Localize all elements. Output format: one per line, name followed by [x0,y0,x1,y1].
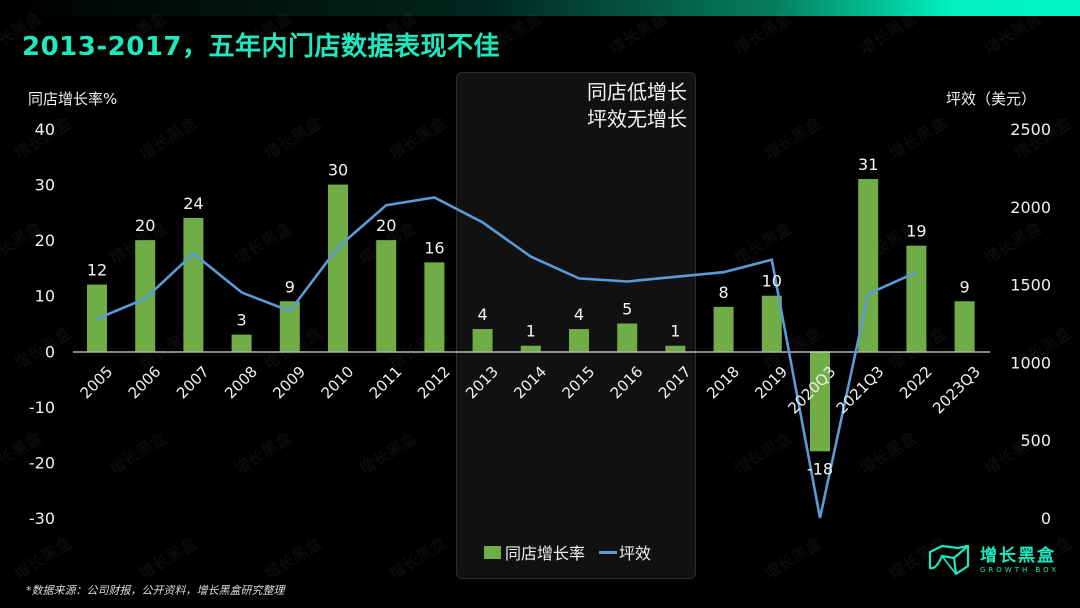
data-label: 4 [574,305,584,324]
bar-series [87,179,975,452]
data-label: 24 [183,194,203,213]
x-tick-label: 2019 [751,363,791,403]
left-axis-title: 同店增长率% [28,90,118,108]
right-axis-title: 坪效（美元） [946,90,1037,108]
legend-line-label: 坪效 [619,544,652,563]
annotation-line-2: 坪效无增长 [587,107,687,131]
bar-2023Q3 [954,301,975,352]
left-tick-label: -30 [29,509,55,528]
x-tick-label: 2022 [896,363,936,403]
data-label: 5 [622,300,632,319]
data-label: 12 [87,261,107,280]
data-label: 16 [424,238,444,257]
bar-2018 [713,306,734,352]
x-tick-label: 2009 [269,363,309,403]
bar-2007 [183,217,204,352]
data-label: 9 [285,277,295,296]
annotation-line-1: 同店低增长 [587,80,687,104]
bar-2008 [231,334,252,352]
bar-2011 [376,240,397,352]
top-gradient-bar [0,0,1080,16]
data-label: 20 [376,216,396,235]
right-tick-label: 0 [1041,509,1051,528]
left-tick-label: 10 [35,287,55,306]
data-source-note: *数据来源：公司财报，公开资料，增长黑盒研究整理 [26,584,285,597]
data-label: 20 [135,216,155,235]
cube-logo-icon [928,544,970,576]
bar-2016 [617,323,638,352]
x-tick-label: 2012 [414,363,454,403]
data-label: 19 [906,222,926,241]
right-axis-ticks: 2500 2000 1500 1000 500 0 [1010,120,1051,528]
highlight-panel-2013-2017: 同店低增长 坪效无增长 [456,72,696,579]
x-tick-label: 2023Q3 [929,363,984,418]
data-label: 3 [237,311,247,330]
bar-2015 [569,329,589,352]
legend: 同店增长率 坪效 [484,540,651,564]
data-label: -18 [807,459,833,478]
x-tick-label: 2014 [510,363,550,403]
x-tick-label: 2013 [462,363,502,403]
bar-2010 [328,184,348,352]
brand-logo: 增长黑盒 GROWTH BOX [928,544,1059,578]
logo-text-en: GROWTH BOX [980,566,1060,574]
x-tick-label: 2007 [173,363,213,403]
x-tick-label: 2010 [318,363,358,403]
right-tick-label: 1500 [1010,276,1051,295]
page-title: 2013-2017，五年内门店数据表现不佳 [22,32,501,62]
bar-2020Q3 [810,351,830,452]
x-axis-ticks: 2005 2006 2007 2008 2009 2010 2011 2012 2013 2014… [77,363,984,418]
bar-2012 [424,262,445,352]
logo-text-cn: 增长黑盒 [980,546,1056,566]
bar-2017 [665,345,686,352]
left-tick-label: 40 [35,120,55,139]
left-tick-label: 30 [35,176,55,195]
x-tick-label: 2008 [221,363,261,403]
bar-2021Q3 [858,179,879,352]
left-tick-label: -20 [29,453,55,472]
left-tick-label: 0 [45,342,55,361]
legend-bar-swatch [484,545,501,559]
bar-2022 [906,245,927,352]
data-label: 1 [670,322,680,341]
data-label: 10 [762,272,782,291]
bar-2009 [279,301,300,352]
bar-2014 [520,345,541,352]
x-tick-label: 2017 [655,363,695,403]
data-label: 8 [719,283,729,302]
highlight-annotation: 同店低增长 坪效无增长 [587,79,687,133]
x-tick-label: 2021Q3 [833,363,888,418]
left-tick-label: -10 [29,398,55,417]
left-tick-label: 20 [35,231,55,250]
x-tick-label: 2011 [366,363,406,403]
x-tick-label: 2016 [607,363,647,403]
left-axis-ticks: 40 30 20 10 0 -10 -20 -30 [29,120,55,528]
data-label: 1 [526,322,536,341]
line-series [96,196,917,519]
data-label: 9 [960,277,970,296]
bar-2013 [472,329,493,352]
data-label: 30 [328,161,348,180]
data-label: 31 [858,155,878,174]
right-tick-label: 1000 [1010,353,1051,372]
x-tick-label: 2005 [77,363,117,403]
x-tick-label: 2015 [559,363,599,403]
right-tick-label: 2500 [1010,120,1051,139]
x-tick-label: 2018 [703,363,743,403]
legend-line-swatch [599,550,618,554]
legend-bar-label: 同店增长率 [505,544,586,563]
x-tick-label: 2006 [125,363,165,403]
bar-2019 [761,295,782,352]
right-tick-label: 500 [1020,431,1051,450]
right-tick-label: 2000 [1010,198,1051,217]
data-label: 4 [478,305,488,324]
bar-2006 [135,240,156,352]
